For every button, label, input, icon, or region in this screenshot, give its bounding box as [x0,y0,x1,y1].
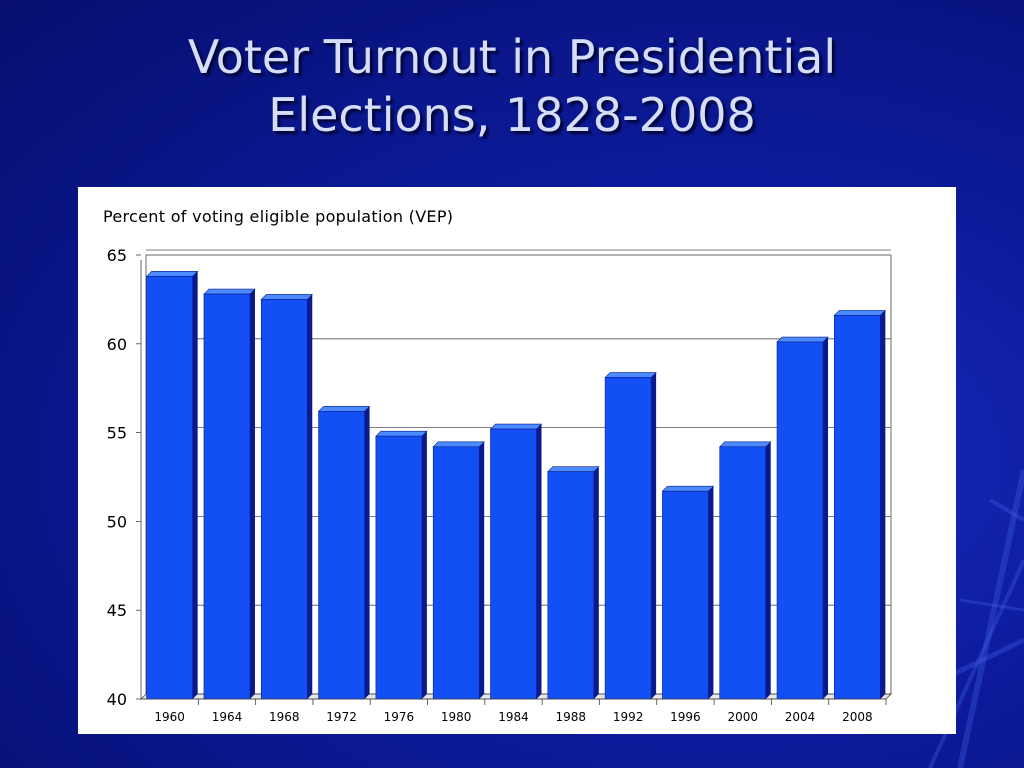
slide-title: Voter Turnout in Presidential Elections,… [0,28,1024,144]
bar-front [375,435,423,700]
x-tick-label: 2008 [842,710,873,724]
bar-front [203,293,251,700]
bar-top [317,405,371,412]
y-tick-label: 65 [107,246,127,265]
bar-1968 [260,294,313,700]
bar-side [651,372,657,699]
bar-1964 [203,288,256,700]
bar-side [421,431,427,699]
bar-side [823,337,829,699]
bar-2000 [719,441,772,700]
bar-top [719,441,772,448]
x-tick-label: 1984 [498,710,529,724]
bar-1992 [604,372,657,700]
bar-front [776,341,824,700]
bar-top [203,288,256,295]
slide-title-line-1: Voter Turnout in Presidential [187,30,837,84]
bar-side [880,310,886,699]
bar-top [604,372,657,378]
bar-top [776,336,829,343]
bar-front [146,276,193,700]
bar-1976 [375,430,428,700]
bar-top [489,423,543,430]
bar-side [192,271,198,699]
bar-side [708,486,714,699]
bar-front [260,299,308,700]
bar-1996 [661,485,715,700]
bar-1960 [145,271,199,700]
y-tick-label: 55 [107,424,127,443]
bar-side [364,406,370,699]
bar-top [833,310,887,316]
bar-front [318,410,365,700]
bar-chart: 40 45 50 55 60 65 1960 1964 1968 1972 1976 1980 1984… [107,246,892,724]
bar-top [547,466,600,472]
bar-2008 [833,310,887,700]
bar-1984 [489,423,543,700]
chart-panel: Percent of voting eligible population (V… [78,187,956,734]
bar-1972 [317,405,371,700]
x-tick-label: 1964 [212,710,243,724]
bar-top [661,485,715,492]
bar-side [765,441,771,699]
bar-front [547,471,595,700]
x-tick-label: 1980 [441,710,472,724]
slide-title-line-2: Elections, 1828-2008 [268,88,756,142]
bar-top [260,294,313,300]
bar-side [479,441,485,699]
y-tick-label: 60 [107,335,127,354]
bar-side [249,289,255,699]
bar-1980 [432,441,485,700]
x-tick-label: 1992 [613,710,644,724]
bar-front [604,377,652,700]
bar-front [662,490,709,700]
bar-front [432,446,480,700]
bar-front [834,315,881,700]
bar-front [490,428,537,700]
x-tick-label: 1960 [154,710,185,724]
y-tick-label: 40 [107,690,127,709]
bar-1988 [547,466,600,700]
bar-side [593,466,599,699]
bar-top [145,271,199,277]
x-tick-label: 1988 [556,710,587,724]
x-tick-label: 1972 [326,710,357,724]
bar-front [719,446,767,700]
x-tick-label: 1996 [670,710,701,724]
bar-side [307,294,313,699]
x-tick-label: 2004 [785,710,816,724]
y-tick-label: 50 [107,512,127,531]
bar-2004 [776,336,829,700]
y-tick-label: 45 [107,601,127,620]
x-tick-label: 1968 [269,710,300,724]
bar-top [432,441,485,448]
bar-side [536,424,542,699]
x-tick-label: 2000 [727,710,758,724]
bar-top [375,430,428,437]
x-tick-label: 1976 [384,710,415,724]
y-axis-label: Percent of voting eligible population (V… [103,207,454,226]
